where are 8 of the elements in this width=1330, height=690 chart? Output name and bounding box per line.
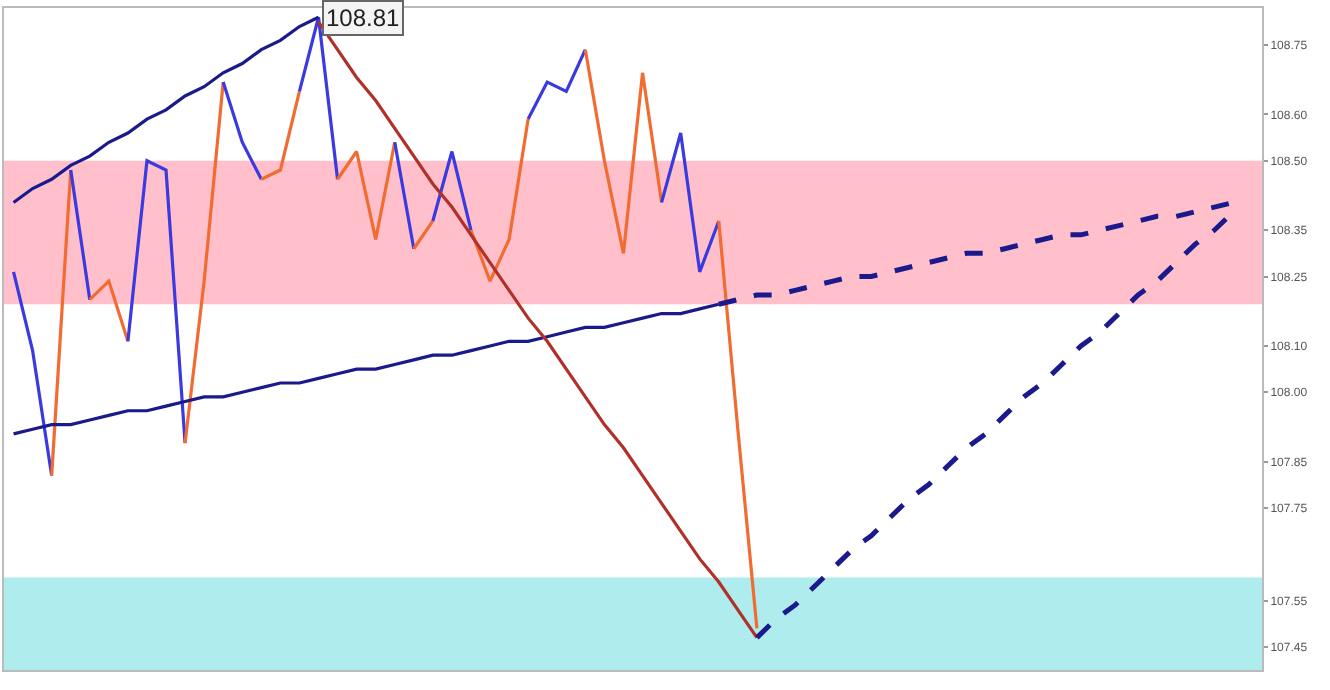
line-series: [335, 140, 397, 242]
line-series: [526, 48, 587, 121]
line-series: [126, 159, 187, 445]
annotation: 108.81: [326, 4, 401, 32]
line-series: [583, 48, 664, 255]
line-series: [469, 117, 530, 283]
line-series: [11, 15, 321, 205]
line-series: [660, 131, 721, 274]
